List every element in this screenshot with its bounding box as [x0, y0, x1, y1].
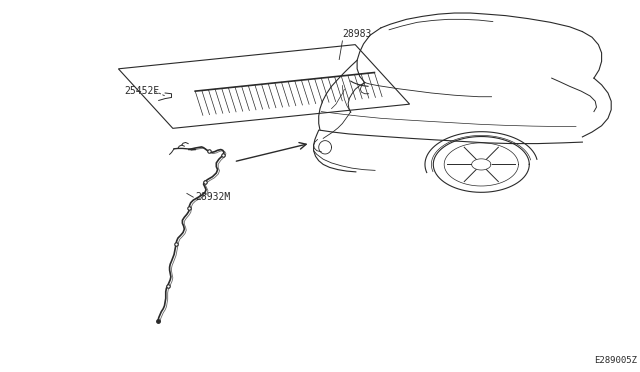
Text: E289005Z: E289005Z	[594, 356, 637, 365]
Text: 28983: 28983	[342, 29, 372, 39]
Text: 28932M: 28932M	[195, 192, 230, 202]
Text: 25452E: 25452E	[125, 86, 160, 96]
